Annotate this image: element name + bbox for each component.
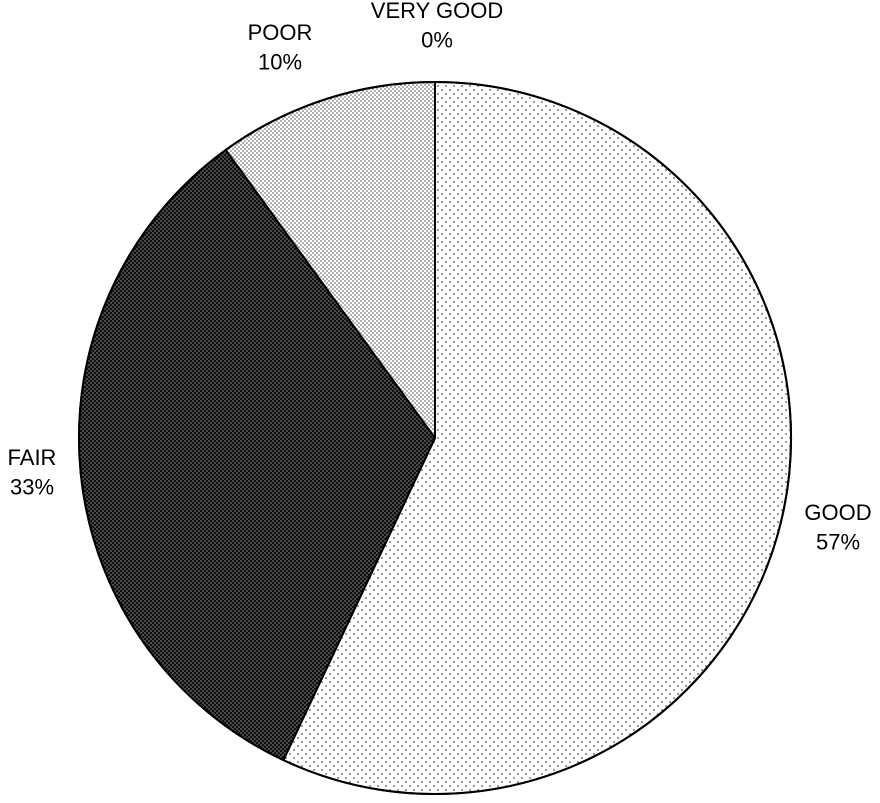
slice-label-good: GOOD 57%: [804, 500, 871, 555]
slice-name-good: GOOD: [804, 500, 871, 525]
slice-percent-very-good: 0%: [421, 28, 453, 53]
pie-outline: [78, 81, 792, 795]
labels-layer: GOOD 57% FAIR 33% POOR 10% VERY GOOD 0%: [8, 0, 872, 555]
slice-name-poor: POOR: [248, 20, 313, 45]
slice-name-fair: FAIR: [8, 445, 57, 470]
slice-label-fair: FAIR 33%: [8, 445, 57, 500]
slice-percent-good: 57%: [816, 530, 860, 555]
slice-label-poor: POOR 10%: [248, 20, 313, 75]
slice-percent-fair: 33%: [10, 475, 54, 500]
slice-label-very-good: VERY GOOD 0%: [371, 0, 503, 53]
slice-percent-poor: 10%: [258, 50, 302, 75]
slices-layer: [78, 81, 793, 795]
slice-name-very-good: VERY GOOD: [371, 0, 503, 23]
